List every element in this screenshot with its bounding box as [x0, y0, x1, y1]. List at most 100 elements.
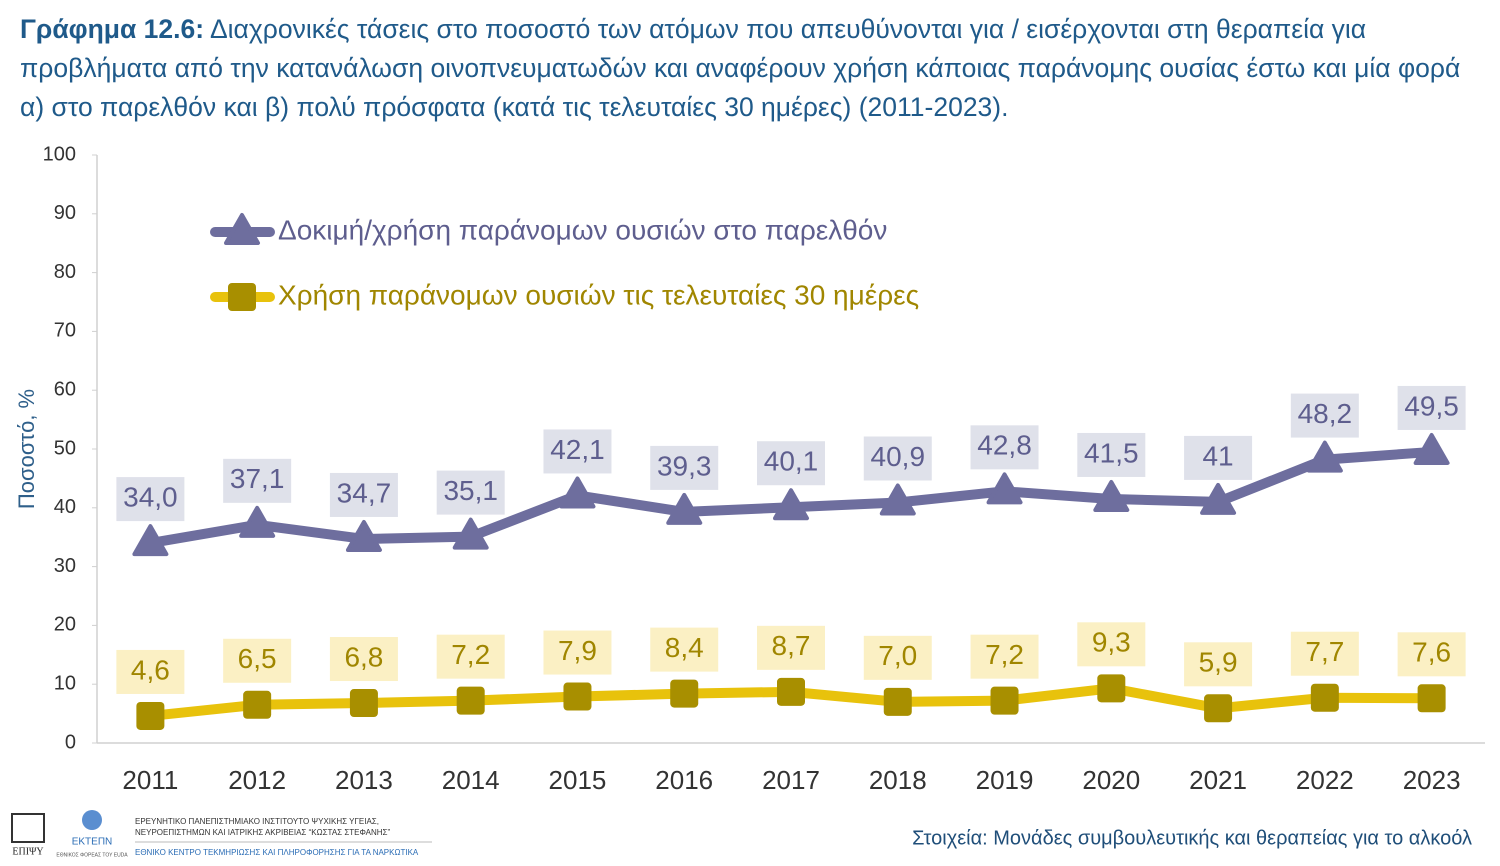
- marker: [1310, 683, 1339, 712]
- marker: [456, 686, 485, 715]
- y-tick-label: 30: [54, 555, 76, 577]
- data-label-box: [543, 630, 612, 675]
- x-tick-label: 2020: [1082, 765, 1140, 795]
- y-tick-label: 70: [54, 320, 76, 342]
- data-label: 42,8: [977, 430, 1032, 461]
- x-tick-label: 2011: [122, 765, 178, 795]
- marker: [1093, 479, 1130, 512]
- data-label-box: [329, 472, 398, 517]
- data-label: 7,0: [878, 640, 917, 671]
- data-label-box: [116, 649, 185, 694]
- data-label: 9,3: [1092, 627, 1131, 658]
- legend-item: Χρήση παράνομων ουσιών τις τελευταίες 30…: [210, 279, 919, 311]
- institute-text: ΕΡΕΥΝΗΤΙΚΟ ΠΑΝΕΠΙΣΤΗΜΙΑΚΟ ΙΝΣΤΙΤΟΥΤΟ ΨΥΧ…: [135, 817, 379, 826]
- marker: [559, 476, 596, 509]
- marker: [563, 682, 592, 711]
- data-label: 48,2: [1298, 398, 1353, 429]
- data-label-box: [1397, 385, 1466, 430]
- y-axis-label: Ποσοστό, %: [14, 389, 39, 509]
- data-label: 7,7: [1305, 636, 1344, 667]
- legend-marker: [224, 213, 260, 245]
- data-label-box: [1077, 432, 1146, 477]
- marker: [1413, 432, 1450, 465]
- y-tick-label: 0: [65, 731, 76, 753]
- y-tick-label: 100: [43, 143, 76, 165]
- data-label-box: [1397, 632, 1466, 677]
- x-tick-label: 2014: [442, 765, 500, 795]
- legend-label: Δοκιμή/χρήση παράνομων ουσιών στο παρελθ…: [278, 214, 887, 245]
- y-tick-label: 80: [54, 261, 76, 283]
- x-tick-label: 2017: [762, 765, 820, 795]
- y-tick-label: 20: [54, 614, 76, 636]
- data-label-box: [436, 470, 505, 515]
- institute-text: ΕΘΝΙΚΟ ΚΕΝΤΡΟ ΤΕΚΜΗΡΙΩΣΗΣ ΚΑΙ ΠΛΗΡΟΦΟΡΗΣ…: [135, 848, 419, 857]
- footer: ΕΠΙΨΥ ΕΚΤΕΠΝ ΕΘΝΙΚΟΣ ΦΟΡΕΑΣ ΤΟΥ EUDA ΕΡΕ…: [11, 810, 1472, 858]
- title-block: Γράφημα 12.6: Διαχρονικές τάσεις στο ποσ…: [20, 10, 1485, 127]
- marker: [243, 690, 272, 719]
- source: Στοιχεία: Μονάδες συμβουλευτικής και θερ…: [912, 827, 1472, 849]
- x-tick-label: 2013: [335, 765, 393, 795]
- title-label: Γράφημα 12.6:: [20, 14, 205, 44]
- data-label-box: [1290, 631, 1359, 676]
- data-label-box: [543, 429, 612, 474]
- y-tick-label: 40: [54, 496, 76, 518]
- data-label-box: [970, 634, 1039, 679]
- marker: [452, 517, 489, 550]
- marker: [1417, 684, 1446, 713]
- data-label: 6,8: [344, 641, 383, 672]
- data-label-box: [1184, 435, 1253, 480]
- logo-icon: [82, 810, 102, 830]
- marker: [239, 505, 276, 538]
- x-tick-label: 2012: [228, 765, 286, 795]
- marker: [990, 686, 1019, 715]
- y-tick-label: 10: [54, 672, 76, 694]
- y-tick-label: 90: [54, 202, 76, 224]
- institute-text: ΝΕΥΡΟΕΠΙΣΤΗΜΩΝ ΚΑΙ ΙΑΤΡΙΚΗΣ ΑΚΡΙΒΕΙΑΣ “Κ…: [135, 828, 390, 837]
- marker: [1204, 694, 1233, 723]
- data-label-box: [650, 627, 719, 672]
- x-tick-label: 2023: [1403, 765, 1461, 795]
- x-tick-label: 2018: [869, 765, 927, 795]
- data-label-box: [116, 477, 185, 522]
- data-label: 8,4: [665, 632, 704, 663]
- marker: [883, 687, 912, 716]
- logo-icon: [11, 813, 45, 843]
- marker: [345, 519, 382, 552]
- data-label: 7,6: [1412, 637, 1451, 668]
- y-tick-label: 60: [54, 378, 76, 400]
- data-label: 8,7: [772, 630, 811, 661]
- data-label-box: [329, 637, 398, 682]
- logo-text: ΕΚΤΕΠΝ: [72, 837, 113, 848]
- data-label-box: [970, 425, 1039, 470]
- data-label-box: [863, 635, 932, 680]
- logo-subtext: ΕΘΝΙΚΟΣ ΦΟΡΕΑΣ ΤΟΥ EUDA: [56, 852, 128, 858]
- marker: [136, 701, 165, 730]
- marker: [666, 492, 703, 525]
- x-tick-label: 2019: [976, 765, 1034, 795]
- data-label: 7,2: [451, 639, 490, 670]
- x-tick-label: 2022: [1296, 765, 1354, 795]
- data-label: 42,1: [550, 434, 605, 465]
- data-label: 7,2: [985, 639, 1024, 670]
- marker: [1306, 440, 1343, 473]
- data-label-box: [650, 445, 719, 490]
- marker: [1097, 674, 1126, 703]
- x-tick-label: 2016: [655, 765, 713, 795]
- data-label: 34,0: [123, 481, 178, 512]
- marker: [879, 483, 916, 516]
- y-tick-label: 50: [54, 437, 76, 459]
- data-label-box: [223, 638, 292, 683]
- data-label-box: [1184, 642, 1253, 687]
- data-label: 35,1: [443, 475, 498, 506]
- data-label: 41,5: [1084, 437, 1139, 468]
- data-label-box: [1290, 393, 1359, 438]
- marker: [986, 472, 1023, 505]
- data-label: 5,9: [1199, 647, 1238, 678]
- data-label: 4,6: [131, 654, 170, 685]
- legend-marker: [228, 283, 256, 311]
- chart-title: Διαχρονικές τάσεις στο ποσοστό των ατόμω…: [20, 14, 1461, 122]
- legend-label: Χρήση παράνομων ουσιών τις τελευταίες 30…: [278, 279, 919, 310]
- marker: [349, 689, 378, 718]
- data-label: 40,9: [871, 441, 926, 472]
